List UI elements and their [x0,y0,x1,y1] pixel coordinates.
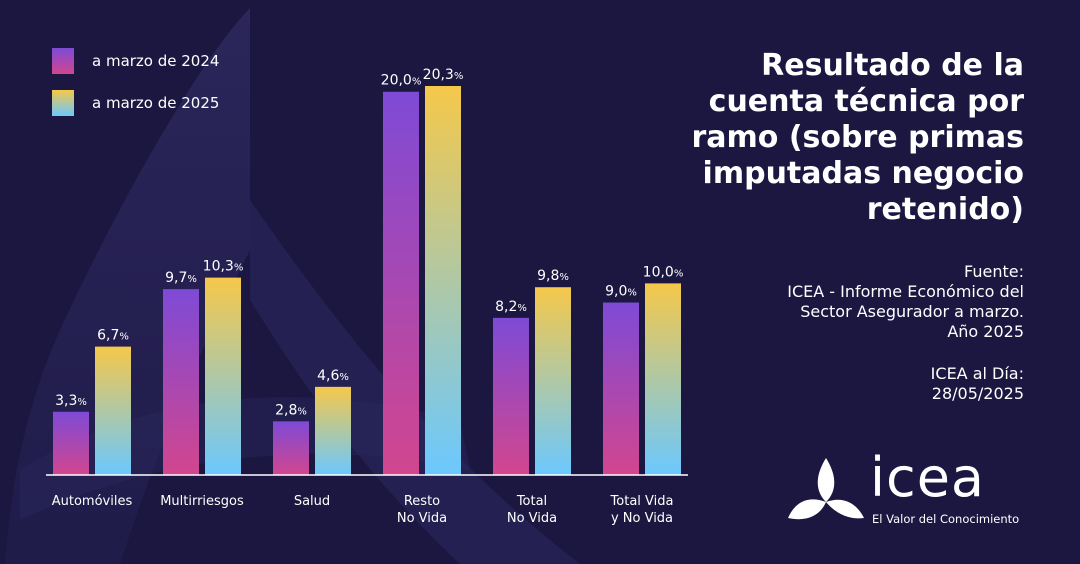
source-line: Sector Asegurador a marzo. [800,302,1024,321]
publication-line: 28/05/2025 [931,384,1024,403]
bar-2024 [273,421,309,475]
background-swoosh-shape-2 [250,200,580,564]
bar-2024 [383,91,419,475]
bar-2025 [315,386,351,475]
icea-logo-mark-icon [788,458,864,520]
publication-note: ICEA al Día: 28/05/2025 [931,364,1024,404]
bar-2024 [603,302,639,475]
bar-value-label: 10,0% [643,264,684,280]
title-line: cuenta técnica por [708,84,1024,119]
bar-value-label: 8,2% [495,299,527,315]
legend-label-2025: a marzo de 2025 [92,94,220,112]
source-note: Fuente: ICEA - Informe Económico del Sec… [724,262,1024,342]
legend-swatch-2025 [52,90,74,116]
source-line: Año 2025 [947,322,1024,341]
category-label: Total Vida y No Vida [610,494,674,526]
bar-value-label: 6,7% [97,328,129,344]
bar-value-label: 10,3% [203,259,244,275]
bar-value-label: 20,3% [423,67,464,83]
title-line: ramo (sobre primas [691,120,1024,155]
category-label: Automóviles [52,494,133,509]
logo-tagline: El Valor del Conocimiento [872,512,1020,526]
bar-value-label: 9,8% [537,268,569,284]
bar-2025 [425,86,461,475]
bar-value-label: 20,0% [381,73,422,89]
source-line: Fuente: [964,262,1024,281]
bar-2024 [163,289,199,475]
legend-label-2024: a marzo de 2024 [92,52,220,70]
category-label: Multirriesgos [160,494,244,509]
bar-2025 [645,283,681,475]
chart-title: Resultado de la cuenta técnica por ramo … [684,48,1024,228]
category-label: Salud [294,494,330,509]
bars-layer [53,86,681,475]
title-line: Resultado de la [761,48,1024,83]
bar-2025 [95,346,131,475]
background-swoosh-shape-3 [20,397,470,520]
bar-value-label: 2,8% [275,402,307,418]
legend-item-2024: a marzo de 2024 [52,48,219,74]
source-line: ICEA - Informe Económico del [787,282,1024,301]
bar-2024 [53,411,89,475]
legend-item-2025: a marzo de 2025 [52,90,219,116]
bar-2024 [493,317,529,475]
icea-logo: icea El Valor del Conocimiento [786,448,1036,536]
publication-line: ICEA al Día: [930,364,1024,383]
title-line: imputadas negocio [702,156,1024,191]
labels-layer: 3,3% 6,7% Automóviles 9,7% 10,3% Multirriesgo… [52,67,684,526]
bar-value-label: 4,6% [317,368,349,384]
bar-2025 [535,287,571,475]
logo-wordmark: icea [870,446,986,509]
bar-value-label: 9,0% [605,284,637,300]
category-label: Resto No Vida [397,494,447,526]
legend-swatch-2024 [52,48,74,74]
bar-value-label: 3,3% [55,393,87,409]
bar-2025 [205,277,241,475]
category-label: Total No Vida [507,494,557,526]
bar-value-label: 9,7% [165,270,197,286]
title-line: retenido) [866,192,1024,227]
chart-legend: a marzo de 2024 a marzo de 2025 [52,48,219,132]
